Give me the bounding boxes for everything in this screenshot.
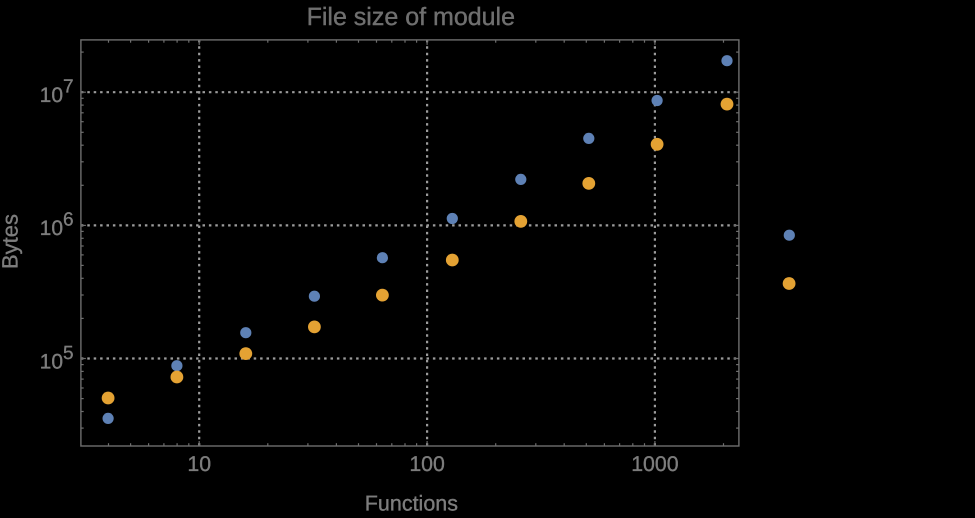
svg-text:File size of module: File size of module: [307, 3, 515, 31]
svg-text:1000: 1000: [631, 452, 679, 476]
svg-text:100: 100: [409, 452, 445, 476]
svg-text:10: 10: [187, 452, 211, 476]
svg-text:Functions: Functions: [365, 492, 458, 514]
svg-text:Bytes: Bytes: [0, 214, 22, 269]
